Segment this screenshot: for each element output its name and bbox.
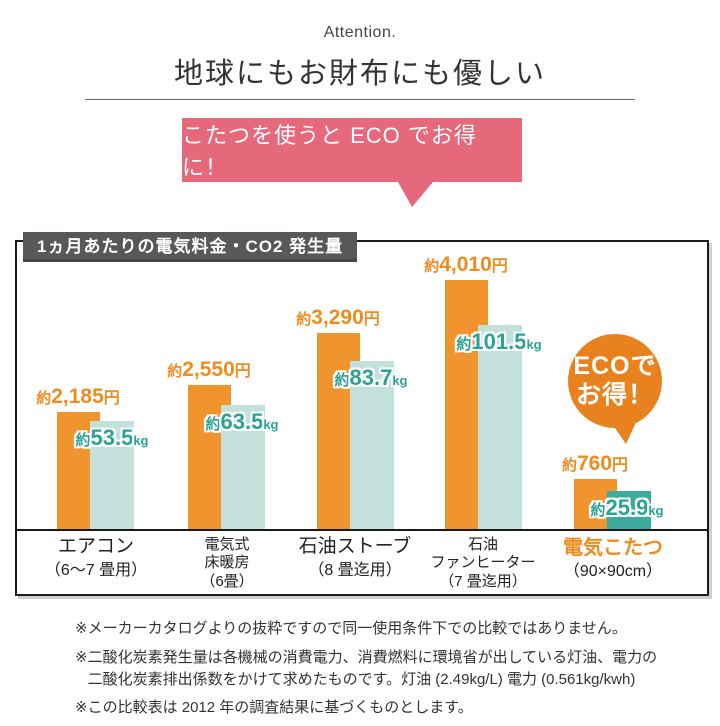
category-label-line: エアコン — [57, 536, 134, 557]
attention-label: Attention. — [323, 24, 397, 41]
footnote-marker: ※ — [75, 620, 88, 637]
cost-number: 760 — [576, 452, 613, 475]
category-label-line: 電気式 — [204, 536, 250, 553]
speech-bubble: こたつを使うと ECO でお得に！ — [182, 118, 522, 207]
footnotes: ※ メーカーカタログよりの抜粋ですので同一使用条件下での比較ではありません。 ※ 二酸… — [75, 618, 660, 726]
category-label: エアコン （6〜7 畳用） — [16, 536, 176, 580]
co2-bar — [350, 361, 394, 529]
eco-badge-line1: ECOで — [573, 352, 657, 381]
co2-prefix: 約 — [334, 372, 350, 389]
co2-number: 101.5 — [471, 329, 527, 354]
co2-number: 83.7 — [349, 365, 393, 390]
cost-prefix: 約 — [561, 457, 577, 474]
co2-prefix: 約 — [590, 502, 606, 519]
category-label-line: 石油 — [467, 536, 498, 553]
cost-unit: 円 — [491, 258, 508, 275]
category-label: 電気こたつ （90×90cm） — [533, 536, 693, 581]
category-label-line: 床暖房 — [204, 554, 250, 571]
cost-number: 2,185 — [51, 385, 104, 408]
co2-prefix: 約 — [205, 416, 221, 433]
footnote-text: 二酸化炭素発生量は各機械の消費電力、消費燃料に環境省が出している灯油、電力の二酸… — [87, 648, 658, 688]
category-label-line: 石油ストーブ — [298, 536, 412, 557]
co2-number: 25.9 — [605, 495, 649, 520]
cost-prefix: 約 — [167, 363, 183, 380]
co2-value-label: 約63.5kg — [162, 409, 322, 435]
eco-badge: ECOで お得！ — [568, 334, 662, 444]
cost-value-label: 約760円 — [515, 451, 675, 476]
cost-unit: 円 — [363, 311, 380, 328]
category-label-row: エアコン （6〜7 畳用） 電気式 床暖房 （6畳） 石油ストーブ （8 畳迄用） 石油 ファン… — [17, 242, 707, 594]
cost-number: 4,010 — [439, 253, 492, 276]
speech-bubble-text: こたつを使うと ECO でお得に！ — [182, 123, 477, 180]
eco-badge-line2: お得！ — [575, 381, 654, 409]
co2-value-label: 約101.5kg — [419, 329, 579, 355]
cost-value-label: 約3,290円 — [258, 305, 418, 330]
cost-value-label: 約2,185円 — [0, 384, 158, 409]
category-label-line: ファンヒーター — [430, 554, 536, 571]
cost-number: 2,550 — [182, 358, 235, 381]
category-label-line: 電気こたつ — [563, 537, 663, 559]
title-divider — [85, 99, 635, 100]
cost-value-label: 約4,010円 — [386, 252, 546, 277]
co2-bar — [90, 421, 134, 529]
co2-bar — [478, 325, 522, 529]
cost-prefix: 約 — [296, 311, 312, 328]
bar-chart-area: 約2,185円 約53.5kg 約2,550円 約63.5kg 約3,290円 約83.7… — [17, 242, 707, 594]
chart-title-badge: 1ヵ月あたりの電気料金・CO2 発生量 — [23, 232, 358, 262]
footnote-marker: ※ — [75, 648, 88, 666]
x-axis-line — [17, 529, 707, 531]
co2-bar — [607, 491, 651, 529]
co2-number: 53.5 — [90, 425, 134, 450]
category-label: 電気式 床暖房 （6畳） — [147, 536, 307, 591]
cost-prefix: 約 — [36, 390, 52, 407]
co2-unit: kg — [133, 433, 149, 448]
eco-badge-tail-icon — [608, 418, 638, 444]
category-label-line: （8 畳迄用） — [308, 561, 402, 579]
cost-unit: 円 — [234, 363, 251, 380]
co2-value-label: 約53.5kg — [32, 425, 192, 451]
cost-prefix: 約 — [424, 258, 440, 275]
category-label: 石油ストーブ （8 畳迄用） — [275, 536, 435, 580]
footnote-text: メーカーカタログよりの抜粋ですので同一使用条件下での比較ではありません。 — [87, 620, 627, 637]
cost-unit: 円 — [103, 390, 120, 407]
cost-value-label: 約2,550円 — [129, 357, 289, 382]
chart-panel: 1ヵ月あたりの電気料金・CO2 発生量 約2,185円 約53.5kg 約2,550… — [15, 232, 709, 596]
cost-unit: 円 — [612, 457, 629, 474]
category-label-line: （90×90cm） — [563, 563, 663, 580]
co2-unit: kg — [526, 337, 542, 352]
co2-bar — [221, 405, 265, 529]
co2-unit: kg — [392, 373, 408, 388]
co2-prefix: 約 — [75, 432, 91, 449]
speech-bubble-tail-icon — [398, 182, 433, 207]
footnote-marker: ※ — [75, 699, 88, 717]
co2-prefix: 約 — [456, 336, 472, 353]
page-title: 地球にもお財布にも優しい — [173, 58, 546, 90]
cost-number: 3,290 — [311, 306, 364, 329]
co2-unit: kg — [648, 503, 664, 518]
category-label-line: （6〜7 畳用） — [44, 561, 148, 579]
co2-value-label: 約25.9kg — [547, 495, 707, 521]
footnote-item: ※ この比較表は 2012 年の調査結果に基づくものとします。 — [75, 697, 660, 719]
co2-value-label: 約83.7kg — [291, 365, 451, 391]
category-label-line: （7 畳迄用） — [439, 573, 527, 590]
category-label-line: （6畳） — [200, 573, 254, 590]
co2-unit: kg — [263, 417, 279, 432]
footnote-item: ※ 二酸化炭素発生量は各機械の消費電力、消費燃料に環境省が出している灯油、電力の二… — [75, 647, 660, 691]
category-label: 石油 ファンヒーター （7 畳迄用） — [403, 536, 563, 591]
co2-number: 63.5 — [220, 409, 264, 434]
footnote-text: この比較表は 2012 年の調査結果に基づくものとします。 — [87, 699, 473, 717]
footnote-item: ※ メーカーカタログよりの抜粋ですので同一使用条件下での比較ではありません。 — [75, 618, 660, 640]
